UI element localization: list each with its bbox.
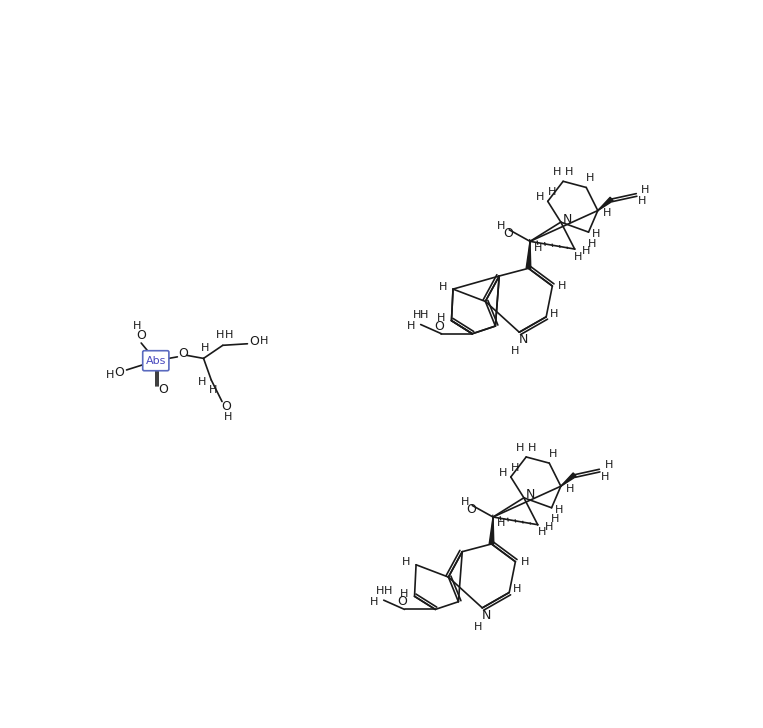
- Text: H: H: [439, 282, 447, 292]
- Text: H: H: [511, 347, 520, 357]
- Text: H: H: [420, 310, 429, 320]
- Text: O: O: [159, 383, 169, 396]
- Text: H: H: [499, 468, 507, 478]
- Text: H: H: [528, 443, 536, 453]
- Text: H: H: [551, 514, 559, 524]
- Text: H: H: [475, 622, 483, 632]
- Text: H: H: [201, 344, 209, 353]
- Text: H: H: [592, 229, 600, 240]
- Text: H: H: [549, 449, 557, 459]
- Text: H: H: [215, 331, 224, 340]
- Text: H: H: [510, 463, 519, 472]
- Text: H: H: [402, 558, 410, 567]
- Text: O: O: [114, 365, 124, 379]
- Text: O: O: [465, 503, 475, 516]
- Polygon shape: [561, 473, 576, 486]
- Text: H: H: [513, 585, 521, 594]
- Polygon shape: [489, 517, 494, 544]
- Text: H: H: [588, 239, 597, 249]
- Text: H: H: [549, 309, 558, 319]
- Text: H: H: [460, 496, 468, 507]
- Text: H: H: [559, 281, 567, 291]
- Text: H: H: [575, 252, 583, 262]
- FancyBboxPatch shape: [143, 351, 169, 371]
- Text: H: H: [516, 443, 524, 453]
- Text: Abs: Abs: [146, 356, 166, 365]
- Text: H: H: [536, 192, 544, 202]
- Text: H: H: [639, 197, 646, 206]
- Text: O: O: [503, 227, 513, 240]
- Text: H: H: [370, 597, 378, 606]
- Text: H: H: [224, 412, 233, 422]
- Text: H: H: [555, 505, 563, 515]
- Text: H: H: [604, 460, 613, 470]
- Text: H: H: [437, 313, 446, 323]
- Text: H: H: [225, 331, 233, 340]
- Text: N: N: [481, 609, 491, 622]
- Text: O: O: [398, 596, 407, 608]
- Text: H: H: [497, 518, 505, 529]
- Text: H: H: [133, 321, 141, 331]
- Text: N: N: [562, 213, 571, 226]
- Text: H: H: [586, 173, 594, 183]
- Text: N: N: [526, 488, 535, 501]
- Text: H: H: [375, 586, 384, 596]
- Text: H: H: [601, 472, 610, 482]
- Text: O: O: [179, 347, 188, 360]
- Text: H: H: [565, 167, 574, 177]
- Polygon shape: [597, 197, 613, 210]
- Text: H: H: [552, 167, 561, 177]
- Text: O: O: [222, 400, 232, 414]
- Text: O: O: [137, 329, 146, 342]
- Text: H: H: [603, 208, 611, 218]
- Text: H: H: [566, 483, 575, 494]
- Text: H: H: [547, 187, 555, 197]
- Text: H: H: [383, 586, 391, 596]
- Polygon shape: [526, 242, 531, 269]
- Text: N: N: [518, 333, 528, 347]
- Text: H: H: [497, 221, 506, 231]
- Text: H: H: [413, 310, 421, 320]
- Text: H: H: [521, 557, 530, 566]
- Text: H: H: [537, 527, 546, 537]
- Text: H: H: [401, 589, 409, 599]
- Text: H: H: [407, 321, 416, 331]
- Text: O: O: [434, 320, 444, 333]
- Text: H: H: [545, 522, 553, 532]
- Text: H: H: [208, 385, 217, 395]
- Text: H: H: [260, 336, 269, 347]
- Text: O: O: [250, 335, 259, 348]
- Text: H: H: [582, 246, 591, 256]
- Text: H: H: [105, 370, 114, 379]
- Text: H: H: [533, 242, 542, 253]
- Text: H: H: [642, 185, 650, 195]
- Text: H: H: [198, 377, 206, 387]
